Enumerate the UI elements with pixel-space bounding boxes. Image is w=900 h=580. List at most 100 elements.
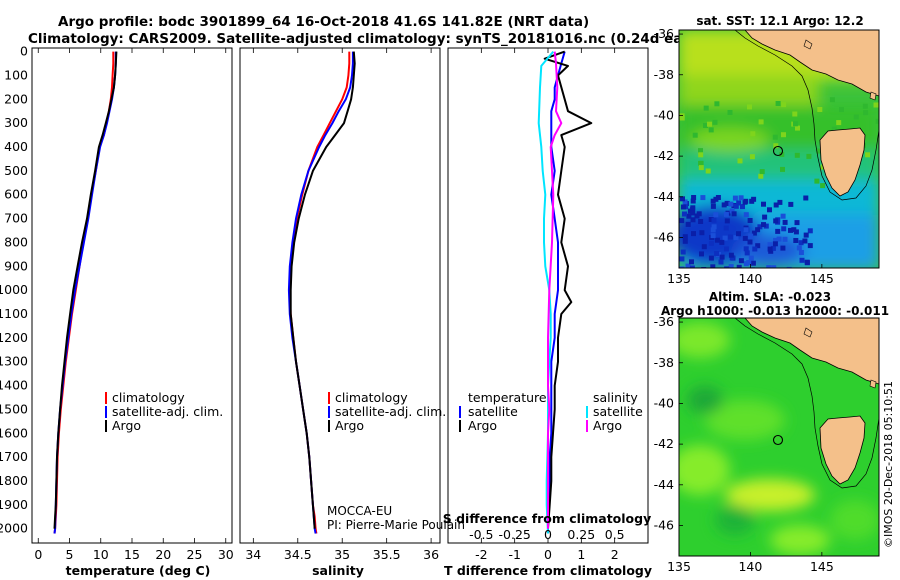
sst-speck [710, 233, 716, 239]
sst-speck [736, 200, 742, 206]
sst-speck [713, 212, 719, 218]
sst-speck [799, 257, 805, 263]
depth-tick-label: 300 [4, 115, 28, 130]
map-y-tick-label: -46 [654, 230, 674, 245]
sst-speck [865, 152, 871, 158]
legend-title-temperature: temperature [468, 390, 547, 405]
salinity-ticks: 34 34.5 35 35.5 36 [245, 48, 439, 562]
sst-speck [742, 235, 748, 241]
top-x-tick-label: -0.5 [469, 527, 493, 542]
sst-speck [680, 204, 686, 210]
sst-speck [710, 264, 716, 268]
salinity-legend: climatology satellite-adj. clim. Argo [328, 390, 446, 433]
map-x-tick-label: 140 [738, 271, 762, 286]
map-x-tick-label: 135 [667, 559, 691, 574]
sst-speck [692, 132, 698, 138]
title-line-2: Climatology: CARS2009. Satellite-adjuste… [28, 31, 720, 47]
sst-speck [712, 119, 718, 125]
sst-speck [723, 211, 729, 217]
sst-speck [715, 195, 721, 200]
top-x-tick-label: -0.25 [499, 527, 531, 542]
series-argo [53, 51, 118, 529]
legend-label-t-argo: Argo [468, 418, 497, 433]
sst-speck [679, 266, 685, 268]
sst-speck [689, 259, 694, 265]
sst-speck [758, 173, 764, 179]
sst-speck [690, 205, 696, 211]
sst-speck [780, 245, 786, 251]
sst-speck [690, 217, 696, 223]
legend-label-argo: Argo [112, 418, 141, 433]
depth-tick-label: 1900 [0, 497, 28, 512]
depth-tick-label: 500 [4, 163, 28, 178]
sst-speck [680, 249, 686, 255]
sst-speck [714, 101, 720, 107]
legend-title-salinity: salinity [593, 390, 638, 405]
depth-tick-label: 700 [4, 211, 28, 226]
sst-speck [718, 259, 724, 265]
pi-note: PI: Pierre-Marie Poulain [327, 518, 465, 532]
sst-speck [679, 256, 685, 262]
sla-map-ticks: 135 140 145 -36 -38 -40 -42 -44 -46 [654, 314, 834, 574]
sst-speck [738, 258, 744, 264]
sst-speck [755, 243, 761, 249]
sst-speck [751, 230, 757, 236]
sst-speck [743, 212, 749, 218]
sst-speck [717, 267, 723, 268]
sst-speck [682, 211, 687, 217]
map-y-tick-label: -38 [654, 67, 674, 82]
sst-speck [689, 265, 695, 268]
sst-speck [731, 211, 737, 217]
sst-speck [816, 148, 822, 154]
legend-label-t-satellite: satellite [468, 404, 518, 419]
sst-speck [708, 240, 714, 246]
title-line-1: Argo profile: bodc 3901899_64 16-Oct-201… [58, 14, 589, 30]
sst-speck [736, 264, 742, 268]
sst-speck [700, 195, 706, 201]
map-x-tick-label: 145 [810, 559, 834, 574]
salinity-panel [239, 47, 441, 544]
sst-speck [708, 127, 714, 133]
map-y-tick-label: -42 [654, 436, 674, 451]
imos-credit: ©IMOS 20-Dec-2018 05:10:51 [882, 381, 895, 548]
sst-speck [820, 183, 826, 189]
map-y-tick-label: -38 [654, 355, 674, 370]
sst-speck [732, 195, 738, 201]
sst-speck [701, 244, 707, 250]
x-tick-label: 35.5 [373, 547, 401, 562]
depth-tick-label: 1700 [0, 449, 28, 464]
difference-ticks: -2 -1 0 1 2 -0.5 -0.25 0 0.25 0.5 [469, 48, 625, 562]
sst-speck [762, 214, 768, 220]
map-y-tick-label: -40 [654, 107, 674, 122]
sst-speck [804, 260, 810, 266]
sst-speck [807, 228, 813, 234]
sst-speck [788, 227, 793, 233]
sst-speck [679, 115, 685, 121]
map-y-tick-label: -44 [654, 477, 674, 492]
sst-speck [740, 204, 745, 210]
temperature-panel [31, 47, 233, 544]
sst-speck [863, 110, 869, 116]
salinity-series [287, 51, 356, 534]
difference-xlabel: T difference from climatology [444, 563, 652, 578]
difference-series [537, 50, 593, 534]
sst-speck [728, 234, 733, 240]
sst-speck [773, 218, 779, 224]
sst-speck [759, 169, 765, 175]
sst-speck [708, 255, 714, 261]
sst-speck [747, 104, 752, 110]
sst-speck [748, 233, 754, 239]
temperature-legend: climatology satellite-adj. clim. Argo [105, 390, 223, 433]
sst-speck [772, 134, 778, 140]
sst-speck [836, 120, 842, 126]
sst-speck [698, 148, 703, 154]
depth-tick-label: 100 [4, 67, 28, 82]
sst-speck [727, 110, 733, 115]
sst-speck [831, 126, 837, 132]
legend-label-satellite: satellite-adj. clim. [335, 404, 446, 419]
sst-speck [807, 243, 813, 249]
temperature-xlabel: temperature (deg C) [66, 563, 211, 578]
sst-speck [779, 151, 785, 157]
sst-speck [767, 246, 773, 252]
sst-speck [773, 143, 779, 149]
